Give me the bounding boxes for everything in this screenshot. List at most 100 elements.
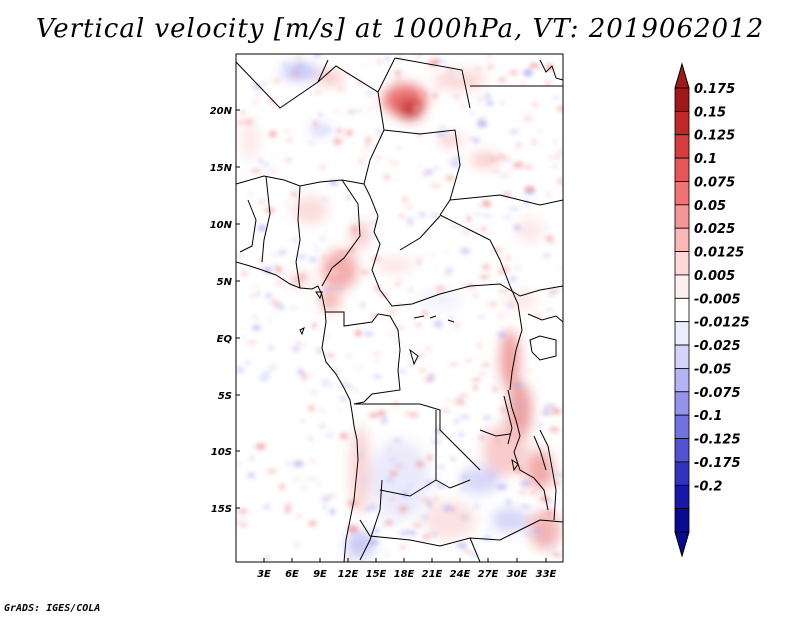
velocity-speckle (323, 286, 334, 292)
velocity-speckle (415, 323, 423, 327)
colorbar-swatch (674, 157, 690, 182)
velocity-speckle (291, 346, 301, 352)
velocity-speckle (274, 280, 284, 286)
velocity-speckle (551, 552, 562, 557)
velocity-speckle (539, 496, 550, 502)
velocity-speckle (383, 553, 392, 556)
velocity-speckle (315, 480, 323, 486)
velocity-speckle (482, 212, 493, 219)
velocity-speckle (312, 322, 317, 329)
velocity-speckle (316, 347, 322, 355)
velocity-speckle (247, 294, 257, 299)
velocity-speckle (476, 120, 488, 128)
velocity-speckle (522, 115, 534, 122)
velocity-speckle (309, 435, 313, 443)
lon-label: 27E (478, 569, 499, 580)
velocity-speckle (557, 149, 563, 154)
velocity-speckle (439, 464, 445, 469)
velocity-speckle (247, 472, 256, 479)
velocity-speckle (421, 172, 432, 177)
velocity-speckle (462, 231, 471, 235)
velocity-speckle (301, 86, 309, 90)
velocity-speckle (238, 522, 248, 528)
velocity-speckle (288, 306, 300, 310)
velocity-speckle (347, 525, 359, 533)
velocity-speckle (368, 504, 378, 511)
velocity-speckle (270, 168, 277, 174)
velocity-speckle (339, 251, 350, 255)
velocity-speckle (279, 217, 285, 220)
velocity-speckle (329, 357, 333, 361)
velocity-speckle (518, 490, 527, 494)
velocity-speckle (506, 499, 511, 506)
velocity-speckle (482, 415, 492, 420)
velocity-speckle (287, 239, 293, 242)
velocity-speckle (438, 126, 447, 129)
colorbar-swatch (674, 110, 690, 136)
lon-label: 15E (366, 569, 387, 580)
velocity-speckle (545, 64, 554, 70)
velocity-speckle (269, 130, 277, 138)
lon-label: 24E (450, 569, 471, 580)
colorbar-swatch (674, 204, 690, 229)
velocity-speckle (418, 212, 426, 218)
velocity-speckle (547, 291, 555, 298)
velocity-speckle (324, 333, 331, 339)
map-title: Vertical velocity [m/s] at 1000hPa, VT: … (35, 14, 765, 44)
velocity-speckle (388, 498, 396, 501)
velocity-speckle (517, 111, 529, 114)
velocity-speckle (282, 130, 292, 133)
velocity-speckle (249, 454, 254, 462)
velocity-speckle (478, 372, 488, 375)
velocity-speckle (468, 137, 474, 141)
velocity-shading (240, 64, 561, 559)
velocity-speckle (515, 382, 521, 389)
velocity-speckle (432, 91, 438, 99)
velocity-speckle (459, 415, 471, 419)
velocity-speckle (370, 221, 379, 225)
velocity-speckle (274, 266, 283, 273)
country-borders (236, 57, 563, 562)
velocity-speckle (447, 159, 452, 164)
velocity-speckle (541, 411, 552, 415)
velocity-speckle (477, 202, 482, 209)
velocity-speckle (369, 412, 375, 419)
velocity-speckle (508, 275, 517, 283)
velocity-speckle (305, 371, 315, 376)
velocity-speckle (558, 178, 563, 186)
velocity-speckle (458, 394, 469, 397)
velocity-speckle (318, 112, 323, 117)
velocity-speckle (416, 255, 425, 260)
velocity-speckle (451, 157, 463, 160)
velocity-speckle (473, 385, 478, 391)
velocity-speckle (251, 325, 261, 331)
colorbar-bottom-arrow (674, 531, 690, 558)
velocity-speckle (383, 102, 389, 107)
velocity-speckle (384, 174, 390, 181)
velocity-speckle (552, 154, 563, 160)
velocity-speckle (425, 347, 432, 352)
velocity-speckle (453, 323, 461, 328)
velocity-speckle (339, 141, 346, 145)
velocity-speckle (365, 136, 371, 144)
velocity-speckle (408, 484, 412, 488)
velocity-speckle (358, 158, 365, 165)
velocity-speckle (415, 54, 423, 58)
velocity-speckle (514, 402, 526, 406)
velocity-speckle (250, 169, 262, 173)
velocity-speckle (519, 81, 527, 87)
colorbar-level-label: 0.005 (694, 269, 735, 284)
velocity-speckle (389, 160, 397, 164)
velocity-speckle (329, 293, 340, 297)
velocity-speckle (504, 255, 511, 261)
velocity-speckle (400, 436, 404, 441)
velocity-speckle (272, 264, 278, 267)
velocity-speckle (347, 384, 353, 390)
velocity-speckle (408, 222, 414, 225)
velocity-speckle (460, 103, 466, 109)
velocity-speckle (237, 515, 248, 521)
velocity-speckle (263, 556, 271, 559)
velocity-speckle (500, 406, 507, 414)
velocity-speckle (316, 408, 326, 412)
velocity-speckle (323, 504, 327, 511)
